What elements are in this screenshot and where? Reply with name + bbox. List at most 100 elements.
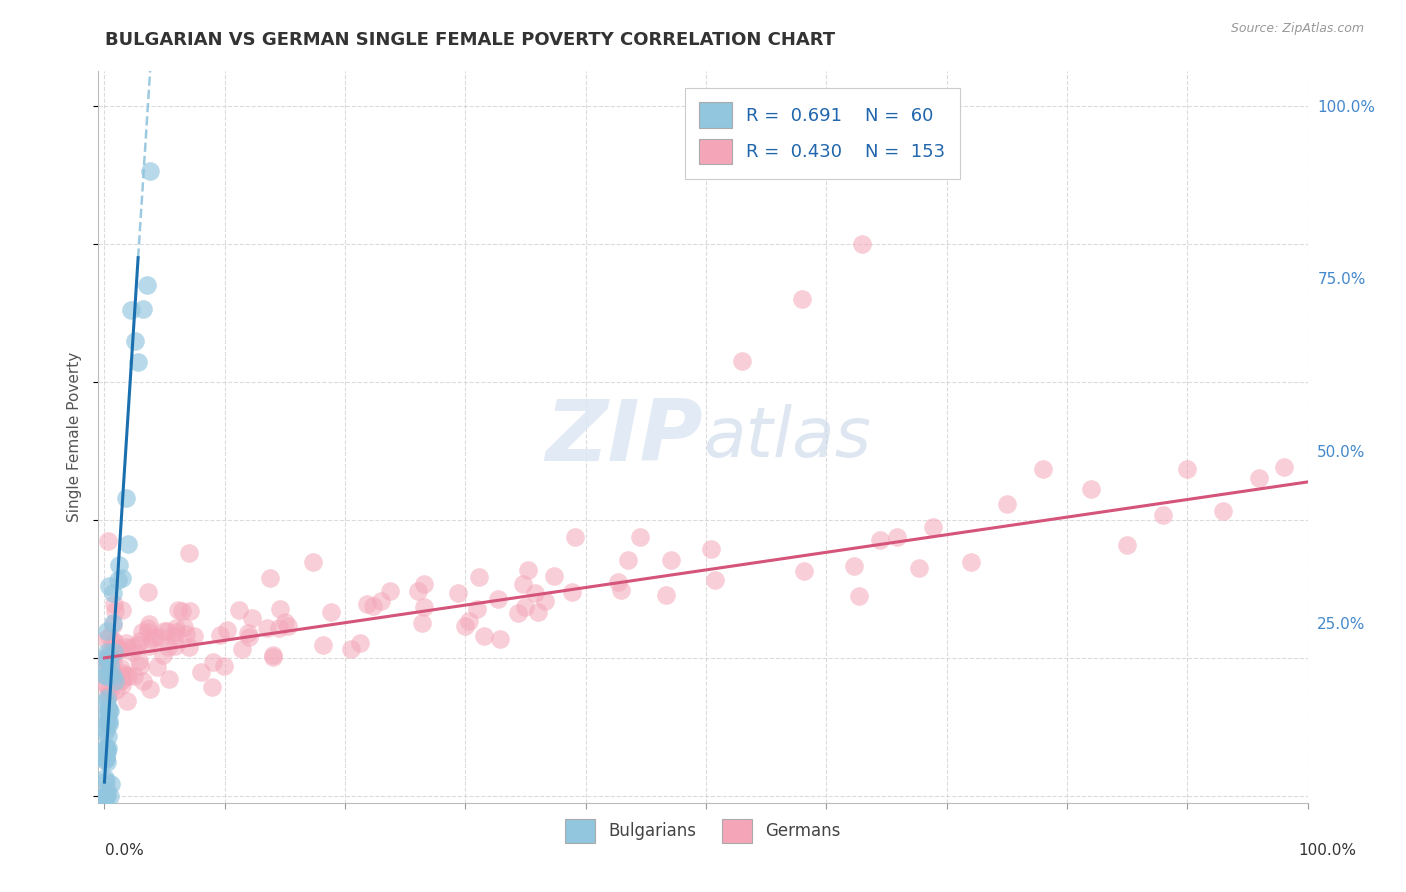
Point [124,334,146,348]
Point [700,541,723,556]
Point [97,690,120,704]
Point [319,606,342,620]
Point [94,751,117,765]
Point [228,603,250,617]
Text: 100.0%: 100.0% [1299,843,1357,858]
Point [1080,482,1102,496]
Point [165,625,187,640]
Point [269,602,291,616]
Point [96,648,118,663]
Point [136,621,159,635]
Point [156,640,179,655]
Point [111,678,134,692]
Y-axis label: Single Female Poverty: Single Female Poverty [67,352,83,522]
Point [792,292,814,306]
Point [267,621,290,635]
Point [886,530,908,544]
Point [262,648,284,663]
Point [1032,462,1054,476]
Point [302,555,325,569]
Point [96,653,118,667]
Point [349,636,371,650]
Point [527,605,550,619]
Point [122,669,145,683]
Text: atlas: atlas [703,403,870,471]
Point [177,545,200,559]
Point [100,644,122,658]
Point [103,633,125,648]
Point [277,619,299,633]
Point [114,668,136,682]
Point [513,600,536,615]
Point [259,571,281,585]
Point [172,604,194,618]
Point [115,694,138,708]
Point [96,783,118,797]
Point [108,641,131,656]
Point [380,583,402,598]
Point [851,236,873,251]
Point [94,751,117,765]
Point [1212,504,1234,518]
Point [98,579,121,593]
Point [101,642,124,657]
Point [115,491,138,505]
Point [97,705,120,719]
Point [115,636,138,650]
Point [94,695,117,709]
Point [94,789,117,803]
Point [1175,462,1198,476]
Point [607,574,630,589]
Point [112,666,135,681]
Point [152,648,174,662]
Point [129,659,152,673]
Point [524,586,547,600]
Point [312,638,335,652]
Point [256,621,278,635]
Point [101,668,124,682]
Point [96,789,118,803]
Point [543,568,565,582]
Point [179,604,201,618]
Point [152,624,174,638]
Point [512,577,534,591]
Point [793,565,815,579]
Point [128,654,150,668]
Point [848,590,870,604]
Point [96,706,118,721]
Point [111,673,134,687]
Point [156,624,179,639]
Point [97,740,120,755]
Point [135,277,157,292]
Point [96,680,118,694]
Point [262,649,284,664]
Point [96,645,118,659]
Point [117,537,139,551]
Point [136,624,159,639]
Point [108,558,131,572]
Point [454,619,477,633]
Point [217,623,239,637]
Point [922,520,945,534]
Point [173,620,195,634]
Point [240,611,263,625]
Point [468,570,491,584]
Point [457,614,479,628]
Point [995,497,1018,511]
Point [704,573,727,587]
Point [96,715,118,730]
Point [94,789,117,803]
Point [361,599,384,614]
Point [98,681,121,696]
Point [412,576,434,591]
Point [165,621,187,635]
Point [94,789,117,803]
Point [1272,459,1295,474]
Point [94,774,117,789]
Point [96,699,118,714]
Point [94,632,117,646]
Point [842,558,865,573]
Point [97,533,120,548]
Point [486,591,509,606]
Point [120,302,142,317]
